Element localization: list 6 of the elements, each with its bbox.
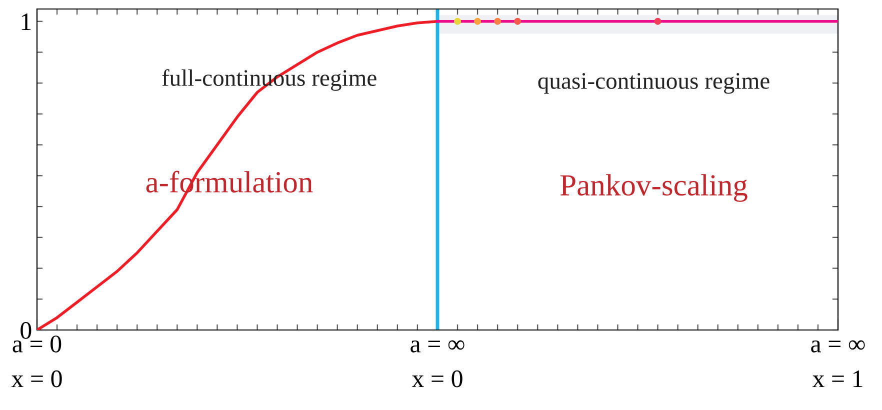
- annotation: Pankov-scaling: [560, 174, 748, 202]
- x-tick-label: a = ∞ x = 1: [811, 340, 865, 388]
- x-tick-label: a = ∞ x = 0: [410, 340, 464, 388]
- annotation: quasi-continuous regime: [538, 73, 770, 94]
- line-series: [37, 20, 439, 330]
- y-tick-label: 1: [22, 14, 31, 30]
